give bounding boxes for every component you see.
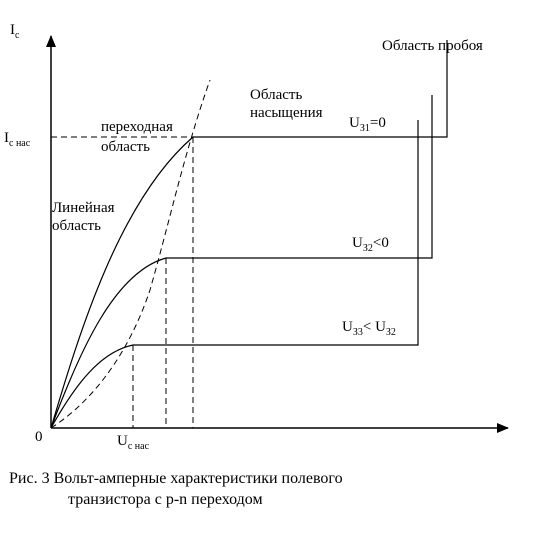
curve-2 <box>50 95 433 429</box>
transition-region-label-2: область <box>101 139 150 155</box>
curve-3-label: UЗ3< UЗ2 <box>342 319 396 338</box>
saturation-boundary-dashed <box>50 79 211 429</box>
curve-3 <box>50 120 419 429</box>
transition-region-label-1: переходная <box>101 119 173 135</box>
origin-label: 0 <box>35 429 43 445</box>
saturation-region-label-1: Область <box>250 87 302 103</box>
caption-line-2: транзистора с p-n переходом <box>68 491 263 508</box>
y-axis-label: Ic <box>10 22 20 41</box>
x-tick-uc-sat: Uc нас <box>117 433 150 452</box>
linear-region-label-2: область <box>52 218 101 234</box>
curve-1-label: UЗ1=0 <box>349 115 386 134</box>
caption-line-1: Рис. 3 Вольт-амперные характеристики пол… <box>9 470 343 487</box>
curve-1 <box>50 40 448 429</box>
curve-2-label: UЗ2<0 <box>352 235 389 254</box>
saturation-region-label-2: насыщения <box>250 105 323 121</box>
linear-region-label-1: Линейная <box>52 200 115 216</box>
y-tick-ic-sat: Ic нас <box>4 130 31 149</box>
breakdown-region-label: Область пробоя <box>382 38 483 54</box>
